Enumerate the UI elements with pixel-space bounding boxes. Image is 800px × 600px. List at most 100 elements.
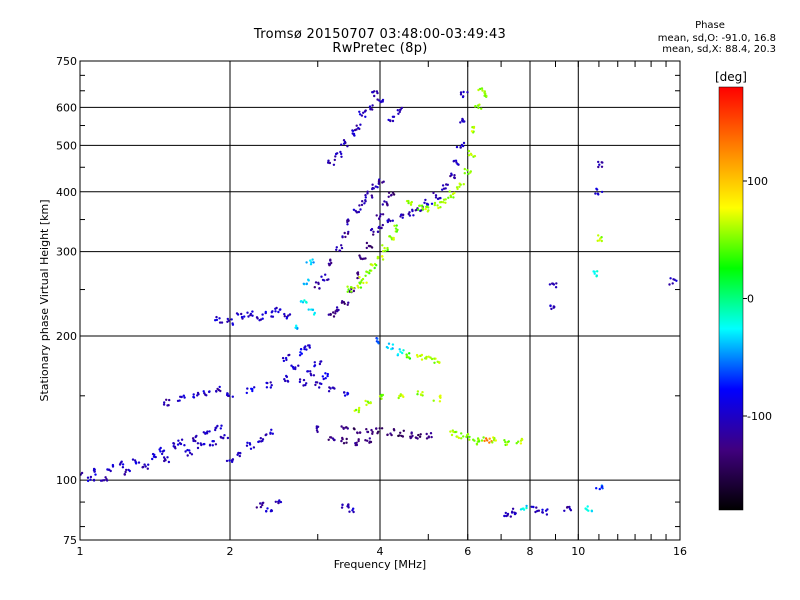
data-point	[199, 442, 202, 445]
data-point	[275, 306, 278, 310]
data-point	[335, 248, 338, 251]
data-point	[251, 387, 254, 391]
data-point	[192, 395, 195, 399]
data-point	[134, 462, 138, 465]
data-point	[352, 208, 356, 211]
data-point	[427, 355, 430, 358]
data-point	[313, 286, 316, 289]
data-point	[357, 210, 361, 214]
data-point	[356, 271, 360, 274]
data-point	[373, 266, 376, 270]
data-point	[285, 375, 289, 379]
x-tick-label: 1	[77, 545, 84, 558]
data-point	[86, 476, 90, 479]
data-point	[444, 187, 447, 190]
data-point	[269, 386, 272, 389]
data-point	[407, 201, 410, 205]
data-point	[352, 289, 356, 293]
data-point	[357, 408, 361, 411]
data-point	[361, 200, 364, 203]
data-point	[429, 356, 432, 359]
data-point	[381, 98, 385, 102]
data-point	[315, 429, 319, 432]
data-point	[251, 389, 254, 393]
data-point	[184, 450, 187, 453]
data-point	[237, 452, 240, 455]
data-point	[364, 109, 367, 112]
data-point	[147, 463, 150, 466]
data-point	[455, 145, 459, 149]
data-point	[407, 356, 410, 359]
data-point	[176, 443, 180, 446]
data-point	[271, 310, 274, 313]
data-point	[382, 180, 385, 183]
data-point	[513, 512, 517, 516]
data-point	[372, 233, 375, 236]
data-point	[340, 439, 343, 443]
data-point	[376, 337, 379, 340]
data-point	[554, 286, 558, 289]
data-point	[173, 445, 177, 448]
data-point	[371, 183, 374, 186]
data-point	[340, 246, 344, 250]
data-point	[270, 428, 273, 431]
data-point	[80, 471, 84, 475]
data-point	[668, 283, 671, 286]
data-point	[515, 442, 518, 445]
data-point	[416, 390, 420, 393]
data-point	[420, 204, 424, 207]
data-point	[416, 437, 419, 440]
data-point	[364, 439, 367, 442]
y-tick-label: 75	[63, 534, 77, 547]
data-point	[441, 184, 445, 187]
data-point	[123, 473, 127, 476]
data-point	[218, 321, 222, 324]
data-point	[269, 431, 272, 434]
data-point	[402, 349, 405, 352]
data-point	[601, 485, 604, 488]
data-point	[304, 383, 307, 387]
data-point	[354, 408, 358, 412]
data-point	[565, 506, 569, 509]
data-point	[226, 392, 229, 396]
data-point	[380, 397, 383, 400]
data-point	[347, 288, 350, 291]
data-point	[378, 427, 381, 430]
data-point	[359, 281, 362, 284]
data-point	[517, 440, 520, 443]
data-point	[178, 442, 182, 445]
data-point	[303, 299, 306, 302]
data-point	[141, 466, 144, 469]
data-point	[384, 249, 387, 253]
data-point	[459, 91, 463, 94]
data-point	[108, 468, 111, 471]
data-point	[381, 258, 385, 261]
data-point	[600, 236, 603, 239]
data-point	[327, 438, 330, 441]
y-tick-label: 400	[56, 186, 77, 199]
data-point	[192, 393, 195, 396]
data-points	[79, 87, 678, 518]
data-point	[357, 438, 360, 441]
data-point	[340, 244, 343, 247]
data-point	[569, 509, 573, 512]
data-point	[436, 360, 439, 363]
data-point	[351, 129, 355, 133]
data-point	[470, 153, 473, 157]
data-point	[407, 212, 410, 216]
data-point	[165, 398, 168, 401]
data-point	[294, 326, 297, 329]
data-point	[503, 514, 506, 518]
data-point	[545, 513, 549, 516]
data-point	[479, 87, 482, 91]
data-point	[424, 207, 427, 211]
data-point	[359, 123, 362, 126]
data-point	[505, 443, 509, 446]
data-point	[455, 186, 459, 189]
data-point	[477, 88, 480, 92]
data-point	[477, 440, 481, 443]
data-point	[587, 509, 590, 512]
data-point	[484, 437, 488, 440]
data-point	[306, 370, 309, 373]
data-point	[151, 457, 154, 461]
